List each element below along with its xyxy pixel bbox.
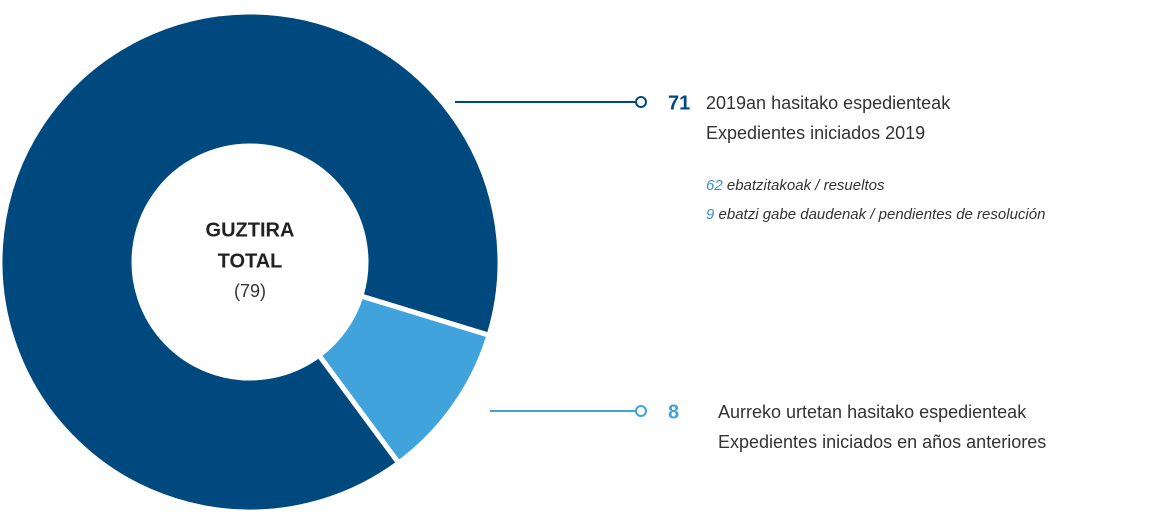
breakdown-value: 62: [706, 177, 723, 194]
value-label: 8: [668, 401, 679, 423]
center-title: GUZTIRA: [206, 219, 295, 241]
slice-label: Expedientes iniciados en años anteriores: [718, 432, 1046, 452]
value-label: 71: [668, 92, 690, 114]
center-total: (79): [234, 281, 266, 301]
breakdown-value: 9: [706, 206, 715, 223]
slice-label: 2019an hasitako espedienteak: [706, 93, 951, 113]
donut-slice: [0, 9, 503, 515]
leader-dot: [635, 405, 647, 417]
breakdown-label: ebatzi gabe daudenak / pendientes de res…: [719, 206, 1046, 223]
slice-label: Expedientes iniciados 2019: [706, 123, 925, 143]
slice-label: Aurreko urtetan hasitako espedienteak: [718, 402, 1027, 422]
leader-dot: [635, 96, 647, 108]
breakdown-item: 62 ebatzitakoak / resueltos: [706, 177, 885, 194]
breakdown-label: ebatzitakoak / resueltos: [727, 177, 885, 194]
center-title: TOTAL: [218, 250, 283, 272]
breakdown-item: 9 ebatzi gabe daudenak / pendientes de r…: [706, 206, 1045, 223]
donut-slice: [315, 292, 493, 467]
donut: [0, 9, 503, 515]
